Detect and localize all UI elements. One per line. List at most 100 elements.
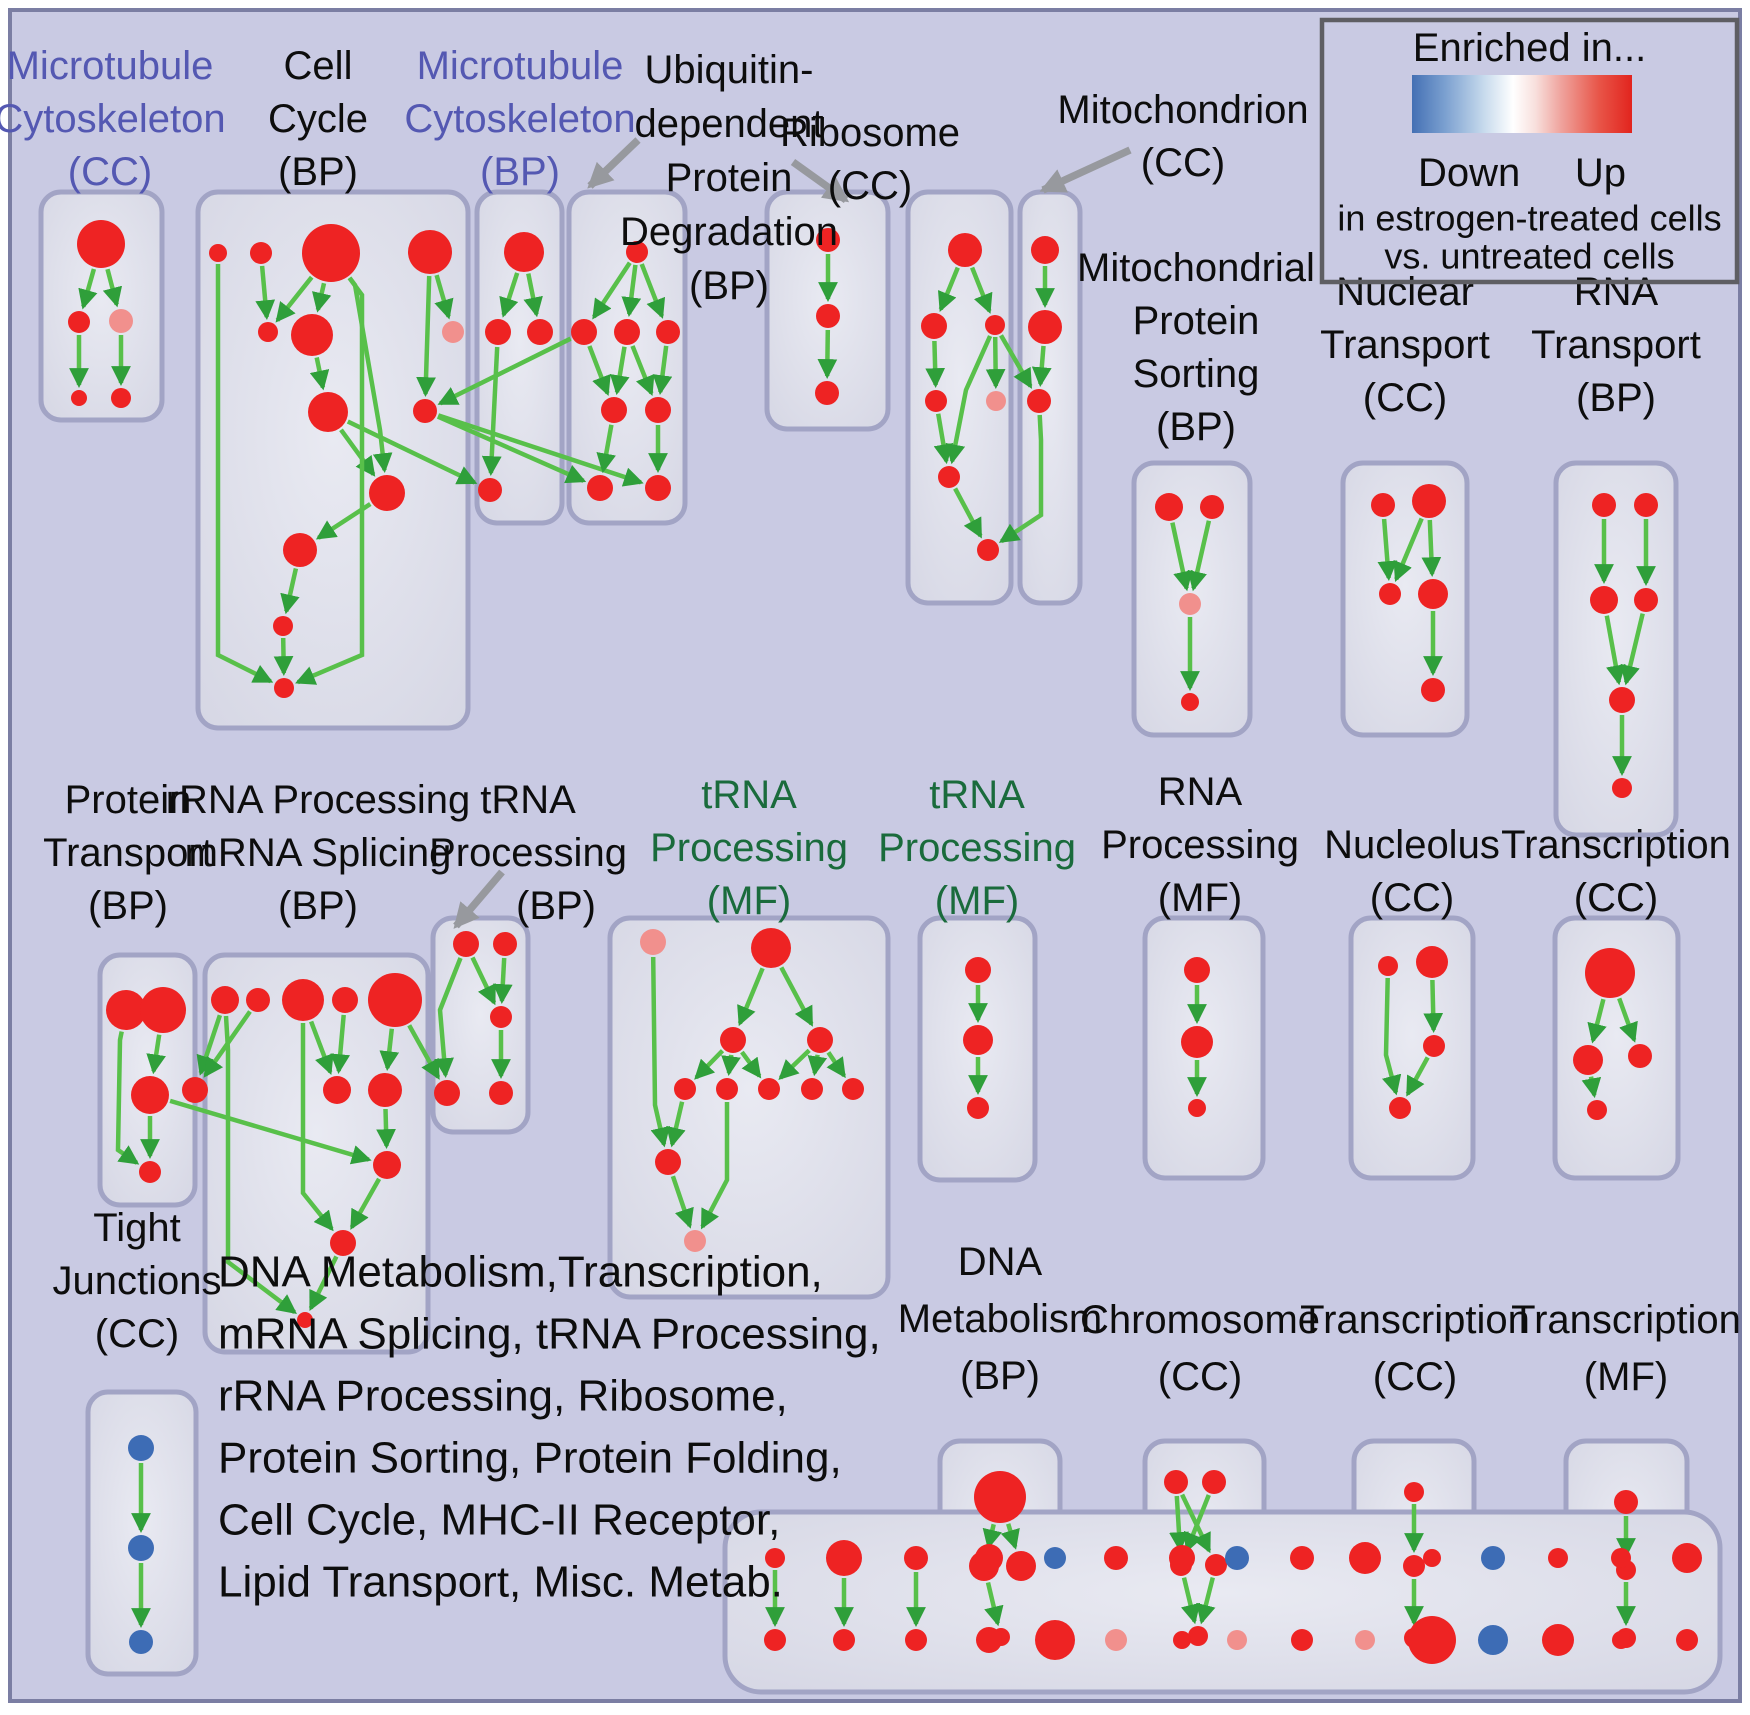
go-term-node-j4 [1634, 588, 1658, 612]
edge-s1-s3 [1000, 1523, 1020, 1550]
go-term-node-x4b [976, 1627, 1002, 1653]
go-term-node-n3 [720, 1027, 746, 1053]
label-nucleolus-line1: Nucleolus [1324, 823, 1500, 867]
label-rna-transport-line3: (BP) [1576, 376, 1656, 420]
legend-title: Enriched in... [1413, 26, 1646, 70]
go-term-node-x14t [1611, 1548, 1631, 1568]
label-trna-mf-1-line2: Processing [650, 826, 848, 870]
go-term-node-x9t [1290, 1546, 1314, 1570]
go-term-node-h2 [1200, 495, 1224, 519]
go-term-node-a2 [68, 311, 90, 333]
go-term-node-l7 [323, 1076, 351, 1104]
edge-n2-n4 [779, 966, 814, 1027]
edge-g3-f7 [998, 414, 1044, 544]
cluster-box-rrna-mrna [202, 952, 431, 1355]
go-term-node-x10t [1349, 1542, 1381, 1574]
go-term-node-w2 [128, 1535, 154, 1561]
edge-f3-f5 [985, 336, 1006, 389]
go-term-node-x5t [1044, 1547, 1066, 1569]
edge-l3-l7 [308, 1020, 334, 1075]
go-term-node-p1 [1184, 957, 1210, 983]
go-term-node-m5 [489, 1081, 513, 1105]
go-term-node-b11 [283, 533, 317, 567]
go-term-node-l4 [332, 987, 358, 1013]
label-cell-cycle-line1: Cell [284, 44, 353, 88]
go-term-node-x12t [1481, 1546, 1505, 1570]
go-term-node-x2b [833, 1629, 855, 1651]
go-term-node-x4t [975, 1544, 1003, 1572]
edge-k3-l10 [169, 1098, 372, 1165]
edge-a1-a2 [78, 268, 98, 310]
label-mt-bp-line1: Microtubule [417, 44, 624, 88]
edge-t4-t5 [1196, 1577, 1216, 1625]
go-term-node-x13t [1548, 1548, 1568, 1568]
cluster-box-mixed-summary [722, 1509, 1723, 1695]
edge-n6-n10 [700, 1102, 730, 1230]
label-mt-cc-line1: Microtubule [7, 44, 214, 88]
cluster-box-nuclear-transport [1340, 460, 1470, 738]
go-term-node-k2 [140, 987, 186, 1033]
edge-b11-b12 [280, 568, 300, 615]
go-term-node-b5 [258, 322, 278, 342]
label-protein-transport-line2: Transport [43, 831, 213, 875]
label-rrna-mrna-line1: rRNA Processing [166, 778, 471, 822]
go-term-node-f1 [948, 233, 982, 267]
label-trna-mf-2-line1: tRNA [929, 773, 1025, 817]
cluster-box-nucleolus [1348, 915, 1476, 1181]
go-term-node-d3 [614, 319, 640, 345]
edge-s2-s4 [984, 1581, 1004, 1627]
go-term-node-l3 [282, 979, 324, 1021]
go-term-node-j6 [1612, 778, 1632, 798]
edge-j4-j5 [1620, 613, 1645, 686]
edge-d2-d5 [587, 345, 611, 396]
go-term-node-x12b [1478, 1625, 1508, 1655]
label-cell-cycle-line2: Cycle [268, 97, 368, 141]
label-mito-protein-sorting-line3: Sorting [1133, 352, 1260, 396]
label-tight-junctions-line2: Junctions [53, 1259, 222, 1303]
edge-l8-l10 [376, 1108, 396, 1149]
go-term-node-a3 [109, 309, 133, 333]
label-mito-protein-sorting-line1: Mitochondrial [1077, 246, 1315, 290]
go-term-node-l1 [211, 986, 239, 1014]
edge-n9-n10 [670, 1175, 694, 1229]
edge-b4-b9 [416, 275, 436, 397]
legend-up-label: Up [1575, 151, 1626, 195]
go-term-node-t2 [1202, 1470, 1226, 1494]
edge-f1-f3 [970, 266, 993, 314]
go-term-node-e1 [816, 228, 840, 252]
edge-n2-n3 [737, 967, 765, 1027]
label-transcription-mf-line2: (MF) [1584, 1355, 1668, 1399]
edge-c1-c3 [523, 273, 543, 318]
label-dna-metabolism-line3: (BP) [960, 1354, 1040, 1398]
label-nuclear-transport-line2: Transport [1320, 323, 1490, 367]
edge-n1-n9 [650, 956, 670, 1148]
label-trna-bp-line3: (BP) [516, 884, 596, 928]
edge-c1-c2 [499, 272, 520, 318]
edge-n5-n9 [666, 1101, 686, 1148]
edge-n4-n7 [778, 1048, 811, 1080]
edge-b6-b8 [309, 357, 330, 391]
go-term-node-w3 [129, 1630, 153, 1654]
label-mt-cc-line3: (CC) [68, 150, 152, 194]
edge-q1-q4 [1382, 977, 1402, 1096]
edge-n4-n8 [807, 1054, 828, 1077]
go-term-node-m3 [490, 1006, 512, 1028]
legend-down-label: Down [1418, 151, 1520, 195]
go-term-node-d8 [645, 475, 671, 501]
go-term-node-x8t [1225, 1546, 1249, 1570]
summary-note-line6: Lipid Transport, Misc. Metab. [218, 1558, 783, 1607]
edge-f1-f2 [937, 266, 960, 313]
edge-e2-e3 [817, 329, 838, 379]
go-term-node-n1 [640, 929, 666, 955]
edge-r1-r3 [1617, 997, 1638, 1043]
edge-f3-f6 [945, 335, 993, 465]
go-term-node-g3 [1027, 389, 1051, 413]
cluster-box-microtubule-bp [474, 189, 565, 526]
edge-q3-q4 [1405, 1056, 1430, 1097]
go-term-node-c2 [485, 319, 511, 345]
go-term-node-j5 [1609, 687, 1635, 713]
go-term-node-g2 [1028, 310, 1062, 344]
go-term-node-l2 [246, 988, 270, 1012]
label-mt-bp-line2: Cytoskeleton [404, 97, 635, 141]
label-tight-junctions-line3: (CC) [95, 1312, 179, 1356]
